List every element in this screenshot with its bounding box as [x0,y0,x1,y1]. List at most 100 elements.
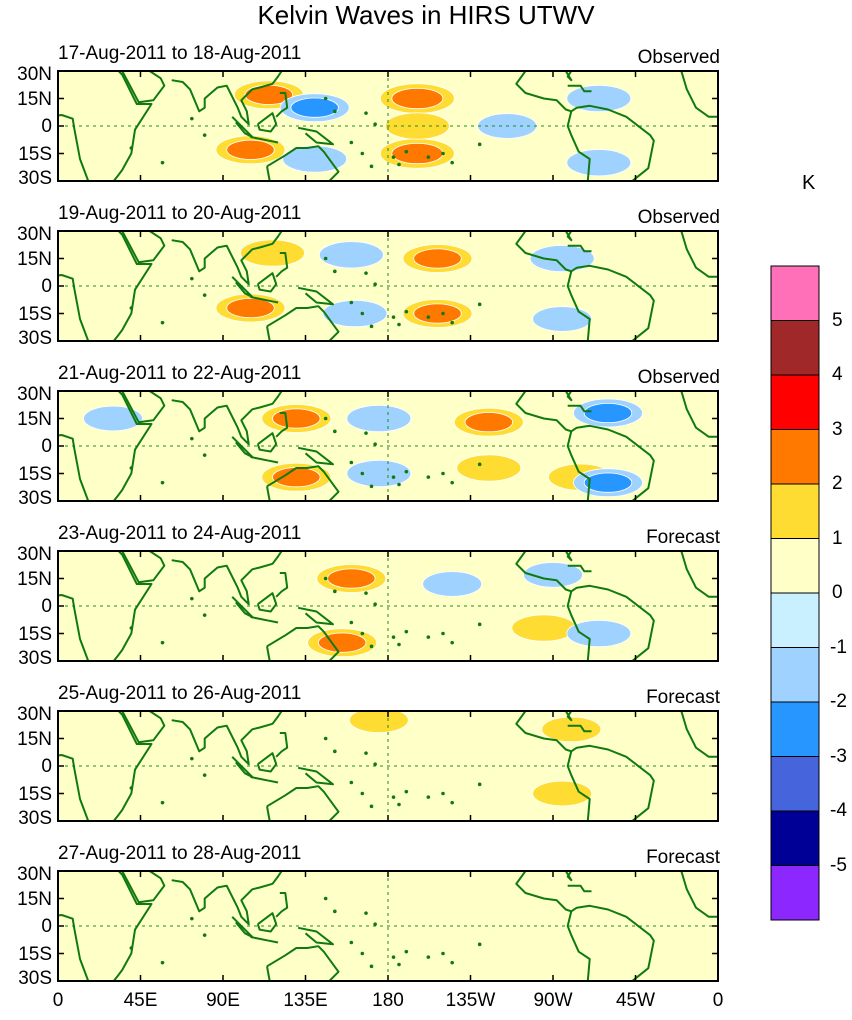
island [160,320,165,325]
island [349,780,354,785]
coastline [296,71,300,72]
island [360,471,365,476]
panel-3-map [58,391,718,501]
island [441,151,445,156]
island [160,640,165,645]
colorbar-label: 5 [832,309,843,331]
anomaly-1-3-level-2 [391,87,444,110]
anomaly-2-6-level-1 [322,299,388,328]
lat-label: 15N [17,728,52,750]
island [190,596,194,601]
island [190,116,194,121]
island [477,462,482,467]
lat-label: 0 [41,596,52,617]
island [323,96,328,101]
coastline [298,606,334,626]
island [129,306,134,310]
anomaly-3-2-level-2 [272,467,321,488]
anomaly-5-1-level-1 [348,711,409,733]
island [129,786,134,790]
colorbar-box-10 [770,756,820,812]
island [202,613,207,617]
coastline [566,431,591,501]
panel-1-status: Observed [637,47,720,68]
coastline [250,296,279,304]
island [450,640,454,645]
coastline [566,911,591,981]
panel-5-date: 25-Aug-2011 to 26-Aug-2011 [58,683,302,704]
anomaly-1-4-level-2 [391,142,444,165]
anomaly-4-1-level-2 [327,568,376,589]
anomaly-2-4-level-2 [413,303,462,324]
colorbar-label: -1 [830,636,847,658]
coastline [567,724,592,733]
island [129,626,134,630]
island [441,791,445,796]
lat-label: 30S [18,168,52,189]
panel-3-status: Observed [637,367,720,388]
coastline [564,711,573,722]
anomaly-4-5-level-1 [566,619,632,648]
coastline [171,551,283,606]
coastline [296,231,300,232]
island [323,576,328,581]
lat-label: 15S [18,783,52,805]
island [202,133,207,137]
island [160,800,165,805]
anomaly-3-8-level-2 [583,402,633,424]
colorbar-label: 0 [832,582,843,603]
anomaly-4-2-level-2 [317,632,367,653]
lat-label: 30N [17,64,52,85]
colorbar-box-5 [770,483,820,539]
island [333,909,337,914]
island [426,475,431,479]
lon-label: 0 [712,990,724,1011]
island [202,293,207,297]
panel-6-date: 27-Aug-2011 to 28-Aug-2011 [58,843,302,864]
lat-label: 15N [17,408,52,430]
lat-label: 30N [17,704,52,725]
island [397,482,401,487]
anomaly-2-3-level-2 [413,248,462,269]
island [450,800,454,805]
coastline [566,591,591,661]
island [323,416,328,421]
island [333,109,337,114]
island [391,635,396,639]
colorbar-box-7 [770,592,820,648]
island [397,322,401,327]
coastline [515,231,655,341]
island [364,911,368,915]
coastline [515,711,655,821]
coastline [680,391,718,438]
coastline [515,871,655,981]
lat-label: 0 [41,916,52,937]
coastline [266,305,340,341]
panel-2-map [58,231,718,341]
lat-label: 15N [17,568,52,590]
anomaly-3-7-level-1 [346,459,412,488]
colorbar-label: 2 [832,473,843,494]
coastline [256,592,278,613]
island [404,949,409,954]
colorbar-box-12 [770,865,820,921]
coastline [298,286,334,306]
island [323,256,328,261]
colorbar-label: 3 [832,418,843,440]
island [441,631,445,636]
island [397,642,401,647]
panel-3-date: 21-Aug-2011 to 22-Aug-2011 [58,363,302,384]
island [364,431,368,435]
island [369,964,374,969]
island [364,751,368,755]
anomaly-2-2-level-2 [226,297,275,319]
coastline [256,112,278,133]
colorbar-box-1 [770,265,820,321]
coastline [566,751,591,821]
colorbar-label: -3 [830,745,847,767]
island [373,602,377,606]
anomaly-2-7-level-1 [529,244,595,273]
colorbar-box-2 [770,320,820,376]
lat-label: 30N [17,864,52,885]
